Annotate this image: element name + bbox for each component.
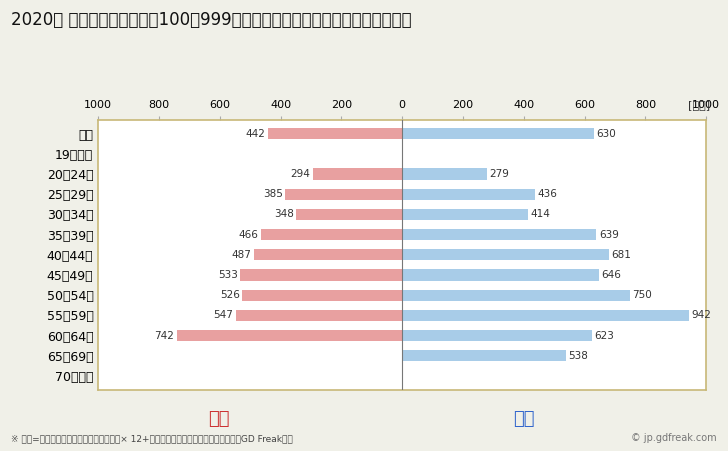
Text: 538: 538 [568,351,588,361]
Text: ※ 年収=「きまって支給する現金給与額」× 12+「年間賞与その他特別給与額」としてGD Freak推計: ※ 年収=「きまって支給する現金給与額」× 12+「年間賞与その他特別給与額」と… [11,434,293,443]
Bar [403,330,592,341]
Bar [403,128,594,139]
Bar [403,310,689,321]
Text: 630: 630 [596,129,616,138]
Bar [403,209,528,220]
Text: 2020年 民間企業（従業者数100〜999人）フルタイム労働者の男女別平均年収: 2020年 民間企業（従業者数100〜999人）フルタイム労働者の男女別平均年収 [11,11,411,29]
Bar [177,330,403,341]
Bar [403,350,566,361]
Bar [268,128,403,139]
Text: 533: 533 [218,270,238,280]
Text: 女性: 女性 [207,410,229,428]
Text: 681: 681 [612,250,631,260]
Text: 男性: 男性 [513,410,535,428]
Bar [403,229,596,240]
Text: 942: 942 [691,310,711,320]
Text: 526: 526 [220,290,240,300]
Text: 442: 442 [245,129,266,138]
Bar [236,310,403,321]
Text: 639: 639 [599,230,619,239]
Text: 623: 623 [594,331,614,341]
Text: 436: 436 [537,189,557,199]
Text: © jp.gdfreak.com: © jp.gdfreak.com [631,433,717,443]
Text: 348: 348 [274,209,294,220]
Text: 750: 750 [633,290,652,300]
Bar [242,290,403,301]
Text: 414: 414 [531,209,550,220]
Text: 385: 385 [263,189,282,199]
Bar [403,269,598,281]
Text: 294: 294 [290,169,310,179]
Text: 466: 466 [238,230,258,239]
Text: 547: 547 [213,310,234,320]
Bar [296,209,403,220]
Bar [403,249,609,260]
Bar [403,290,630,301]
Bar [254,249,403,260]
Bar [313,169,403,179]
Text: 646: 646 [601,270,621,280]
Bar [261,229,403,240]
Bar [285,189,403,200]
Text: [万円]: [万円] [688,101,710,110]
Text: 742: 742 [154,331,174,341]
Bar [403,169,487,179]
Bar [403,189,535,200]
Text: 487: 487 [232,250,252,260]
Bar [240,269,403,281]
Text: 279: 279 [489,169,510,179]
